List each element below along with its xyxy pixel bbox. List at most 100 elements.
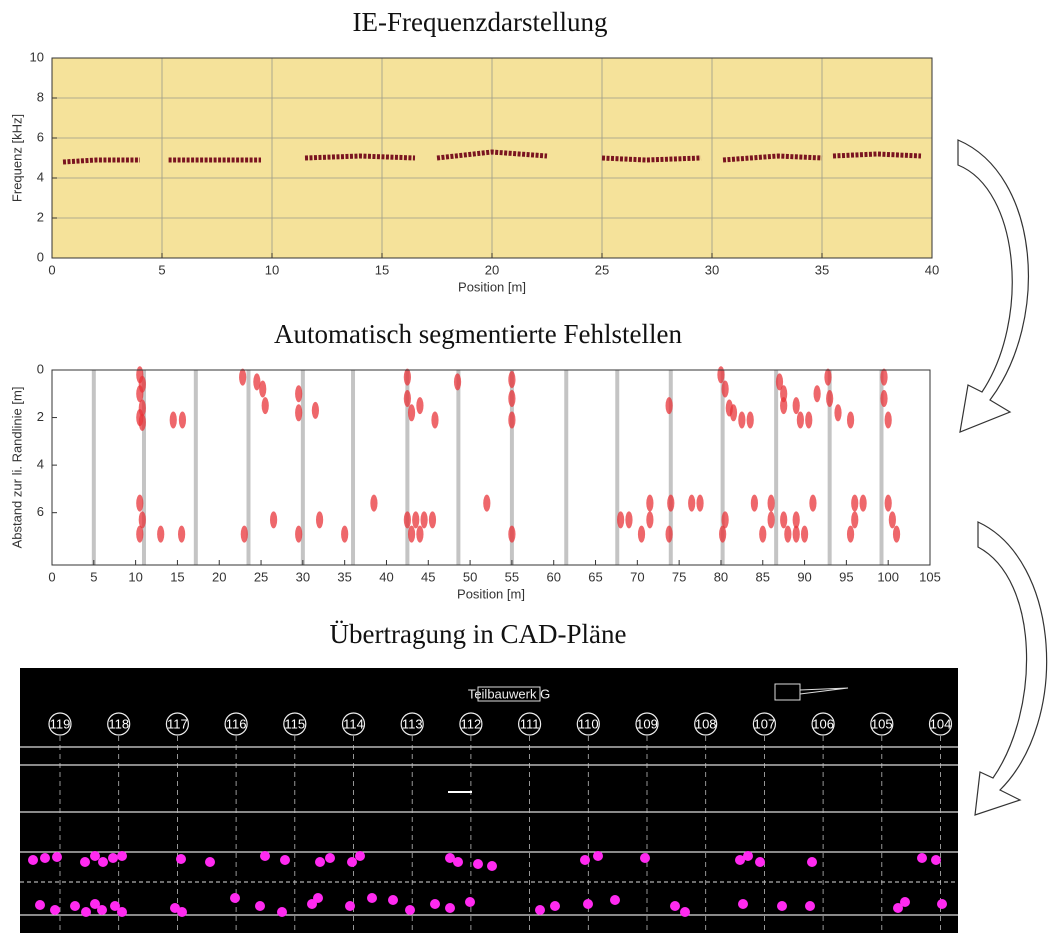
defect-point (269, 511, 278, 529)
cad-defect (735, 855, 745, 865)
defect-point (261, 397, 269, 415)
x-axis-label: Position [m] (457, 586, 525, 601)
defect-point (665, 397, 673, 415)
defect-point (508, 371, 516, 389)
x-tick-label: 95 (839, 569, 853, 584)
x-tick-label: 85 (756, 569, 770, 584)
cad-defect (230, 893, 240, 903)
label-box (477, 686, 541, 702)
x-tick-label: 40 (379, 569, 393, 584)
cad-defect (430, 899, 440, 909)
axis-marker (694, 712, 718, 736)
defect-point (846, 525, 855, 543)
cad-defect (743, 851, 753, 861)
y-axis-label: Frequenz [kHz] (9, 114, 24, 202)
cad-defect (583, 899, 593, 909)
cad-label: Teilbauwerk G (468, 686, 550, 701)
defect-point (370, 494, 378, 512)
ridge-line (62, 149, 922, 165)
defect-point (311, 401, 319, 419)
axis-number: 106 (812, 716, 834, 731)
defect-point (138, 511, 146, 529)
cad-defect (465, 897, 475, 907)
defect-point (759, 525, 767, 543)
plot-frame (51, 369, 931, 566)
axis-number: 110 (578, 716, 599, 731)
defect-point (483, 494, 491, 512)
cad-defect (70, 901, 80, 911)
defect-point (884, 494, 892, 512)
cad-defect (445, 903, 455, 913)
cad-defect (893, 903, 903, 913)
axis-number: 105 (871, 716, 893, 731)
y-tick-label: 2 (37, 409, 44, 424)
chart-title: Automatisch segmentierte Fehlstellen (274, 319, 682, 349)
defect-point (851, 494, 859, 512)
x-tick-label: 25 (595, 262, 609, 277)
cad-defect (110, 901, 120, 911)
defect-point (637, 525, 646, 543)
cad-defect (473, 859, 483, 869)
defect-point (688, 494, 696, 512)
defect-point (665, 525, 673, 543)
x-tick-label: 20 (485, 262, 499, 277)
defect-point (178, 525, 186, 543)
axis-number: 104 (930, 716, 952, 731)
x-tick-label: 15 (375, 262, 389, 277)
y-tick-label: 4 (37, 169, 44, 184)
x-tick-label: 100 (877, 569, 899, 584)
axis-marker (635, 712, 659, 736)
axis-marker (928, 712, 953, 736)
axis-number: 108 (695, 716, 717, 731)
cad-defect (355, 851, 365, 861)
defect-point (295, 385, 303, 403)
defect-point (717, 366, 725, 384)
cad-defect (277, 907, 287, 917)
cad-defect (345, 901, 355, 911)
cad-defect (52, 852, 62, 862)
defect-point (295, 525, 303, 543)
defect-point (416, 397, 424, 415)
axis-marker (459, 712, 483, 736)
defect-point (416, 525, 424, 543)
defect-point (157, 525, 165, 543)
x-tick-label: 25 (254, 569, 268, 584)
defect-point (453, 373, 462, 391)
defect-point (315, 511, 324, 529)
axis-marker (870, 712, 894, 736)
y-tick-label: 6 (37, 504, 44, 519)
defect-point (729, 404, 738, 422)
defect-point (792, 525, 800, 543)
cad-defect (98, 857, 108, 867)
cad-defect (35, 900, 45, 910)
axis-marker (224, 712, 248, 736)
cad-defect (670, 901, 680, 911)
cad-defect (937, 899, 947, 909)
chart-title: IE-Frequenzdarstellung (353, 7, 608, 37)
defect-point (508, 525, 516, 543)
north-arrow (774, 683, 849, 701)
x-tick-label: 20 (212, 569, 226, 584)
axis-number: 107 (754, 716, 776, 731)
y-tick-label: 0 (37, 361, 44, 376)
cad-defect (117, 851, 127, 861)
cad-defect (777, 901, 787, 911)
cad-defect (917, 853, 927, 863)
defect-point (859, 494, 867, 512)
axis-marker (283, 712, 307, 736)
defect-point (792, 397, 800, 415)
y-tick-label: 0 (37, 249, 44, 264)
cad-defect (680, 907, 690, 917)
defect-point (646, 494, 654, 512)
cad-defect (97, 905, 107, 915)
defect-point (178, 411, 187, 429)
cad-defect (755, 857, 765, 867)
cad-defect (177, 907, 187, 917)
defect-point (767, 511, 775, 529)
defect-point (508, 411, 516, 429)
x-tick-label: 55 (505, 569, 519, 584)
cad-defect (40, 853, 50, 863)
plot-frame (51, 57, 933, 259)
x-tick-label: 65 (588, 569, 602, 584)
